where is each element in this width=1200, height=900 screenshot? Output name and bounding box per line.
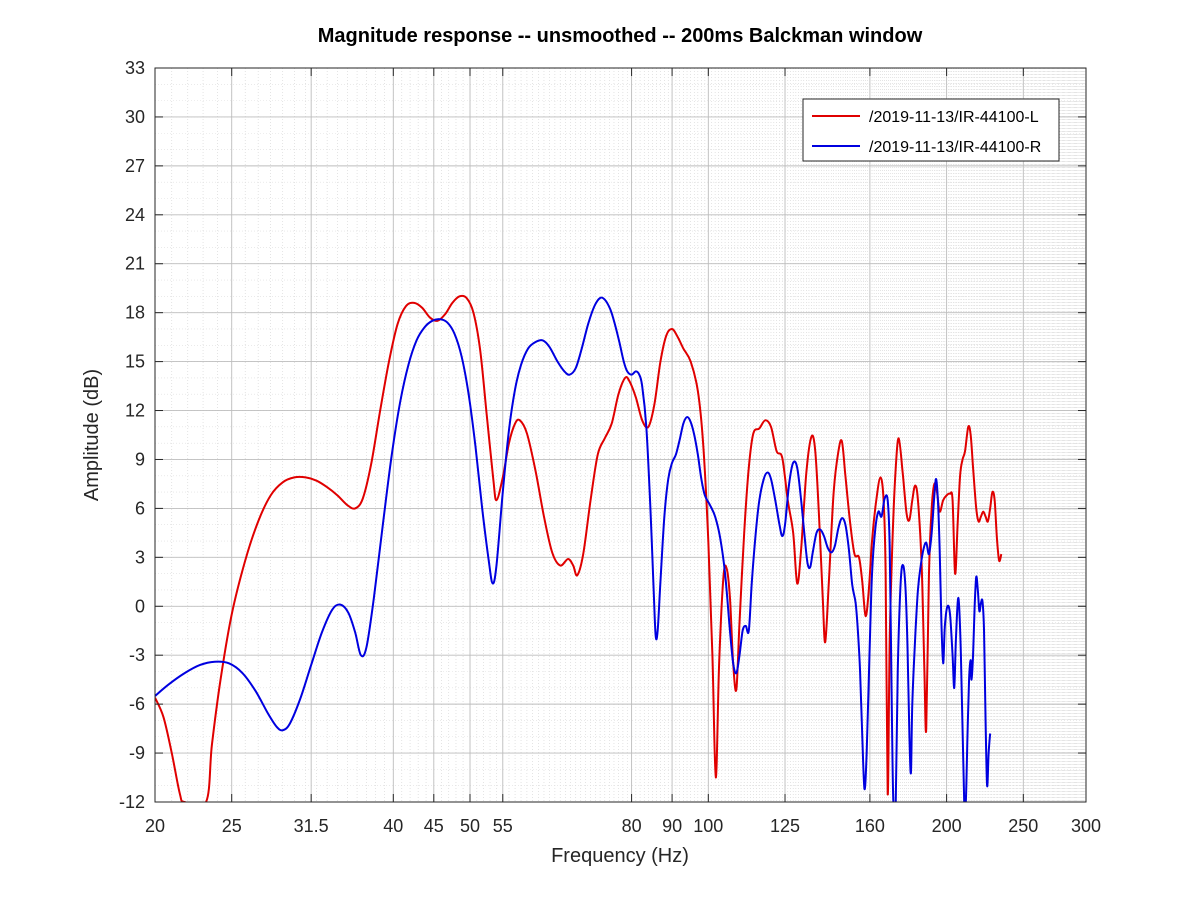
x-tick-label: 250 <box>1008 816 1038 836</box>
legend-box <box>802 98 1060 162</box>
x-tick-label: 31.5 <box>294 816 329 836</box>
x-tick-label: 200 <box>932 816 962 836</box>
y-tick-label: 3 <box>135 547 145 567</box>
y-tick-label: 0 <box>135 596 145 616</box>
y-tick-label: 18 <box>125 303 145 323</box>
y-tick-label: 6 <box>135 498 145 518</box>
y-tick-label: 9 <box>135 449 145 469</box>
x-tick-label: 160 <box>855 816 885 836</box>
grid <box>154 67 1087 803</box>
y-tick-label: -3 <box>129 645 145 665</box>
x-tick-label: 40 <box>383 816 403 836</box>
x-tick-label: 80 <box>622 816 642 836</box>
x-tick-label: 55 <box>493 816 513 836</box>
x-tick-label: 20 <box>145 816 165 836</box>
y-tick-label: -6 <box>129 694 145 714</box>
y-axis-title: Amplitude (dB) <box>81 369 103 501</box>
y-tick-label: 15 <box>125 352 145 372</box>
x-tick-label: 300 <box>1071 816 1101 836</box>
x-tick-label: 45 <box>424 816 444 836</box>
y-tick-label: 33 <box>125 58 145 78</box>
x-tick-label: 90 <box>662 816 682 836</box>
y-tick-label: 21 <box>125 254 145 274</box>
x-tick-label: 25 <box>222 816 242 836</box>
series-line-r <box>155 296 992 802</box>
legend: /2019-11-13/IR-44100-L /2019-11-13/IR-44… <box>802 98 1060 162</box>
y-tick-label: -12 <box>119 792 145 812</box>
ticks <box>154 67 1087 803</box>
series-line-l <box>155 294 1003 802</box>
legend-entry-r: /2019-11-13/IR-44100-R <box>869 139 1041 156</box>
x-tick-label: 100 <box>693 816 723 836</box>
y-tick-label: 27 <box>125 156 145 176</box>
legend-entry-l: /2019-11-13/IR-44100-L <box>869 109 1039 126</box>
y-tick-label: 24 <box>125 205 145 225</box>
x-tick-labels: 20 25 31.5 40 45 50 55 80 90 100 125 160 200 250 300 <box>145 816 1101 836</box>
y-tick-label: 12 <box>125 401 145 421</box>
series-layer <box>155 294 1003 802</box>
y-tick-label: -9 <box>129 743 145 763</box>
x-axis-title: Frequency (Hz) <box>551 845 689 867</box>
x-tick-label: 50 <box>460 816 480 836</box>
y-tick-label: 30 <box>125 107 145 127</box>
x-tick-label: 125 <box>770 816 800 836</box>
chart-title: Magnitude response -- unsmoothed -- 200m… <box>318 25 923 47</box>
y-tick-labels: -12 -9 -6 -3 0 3 6 9 12 15 18 21 24 27 30 33 <box>119 58 145 812</box>
plot-frame <box>154 67 1087 803</box>
